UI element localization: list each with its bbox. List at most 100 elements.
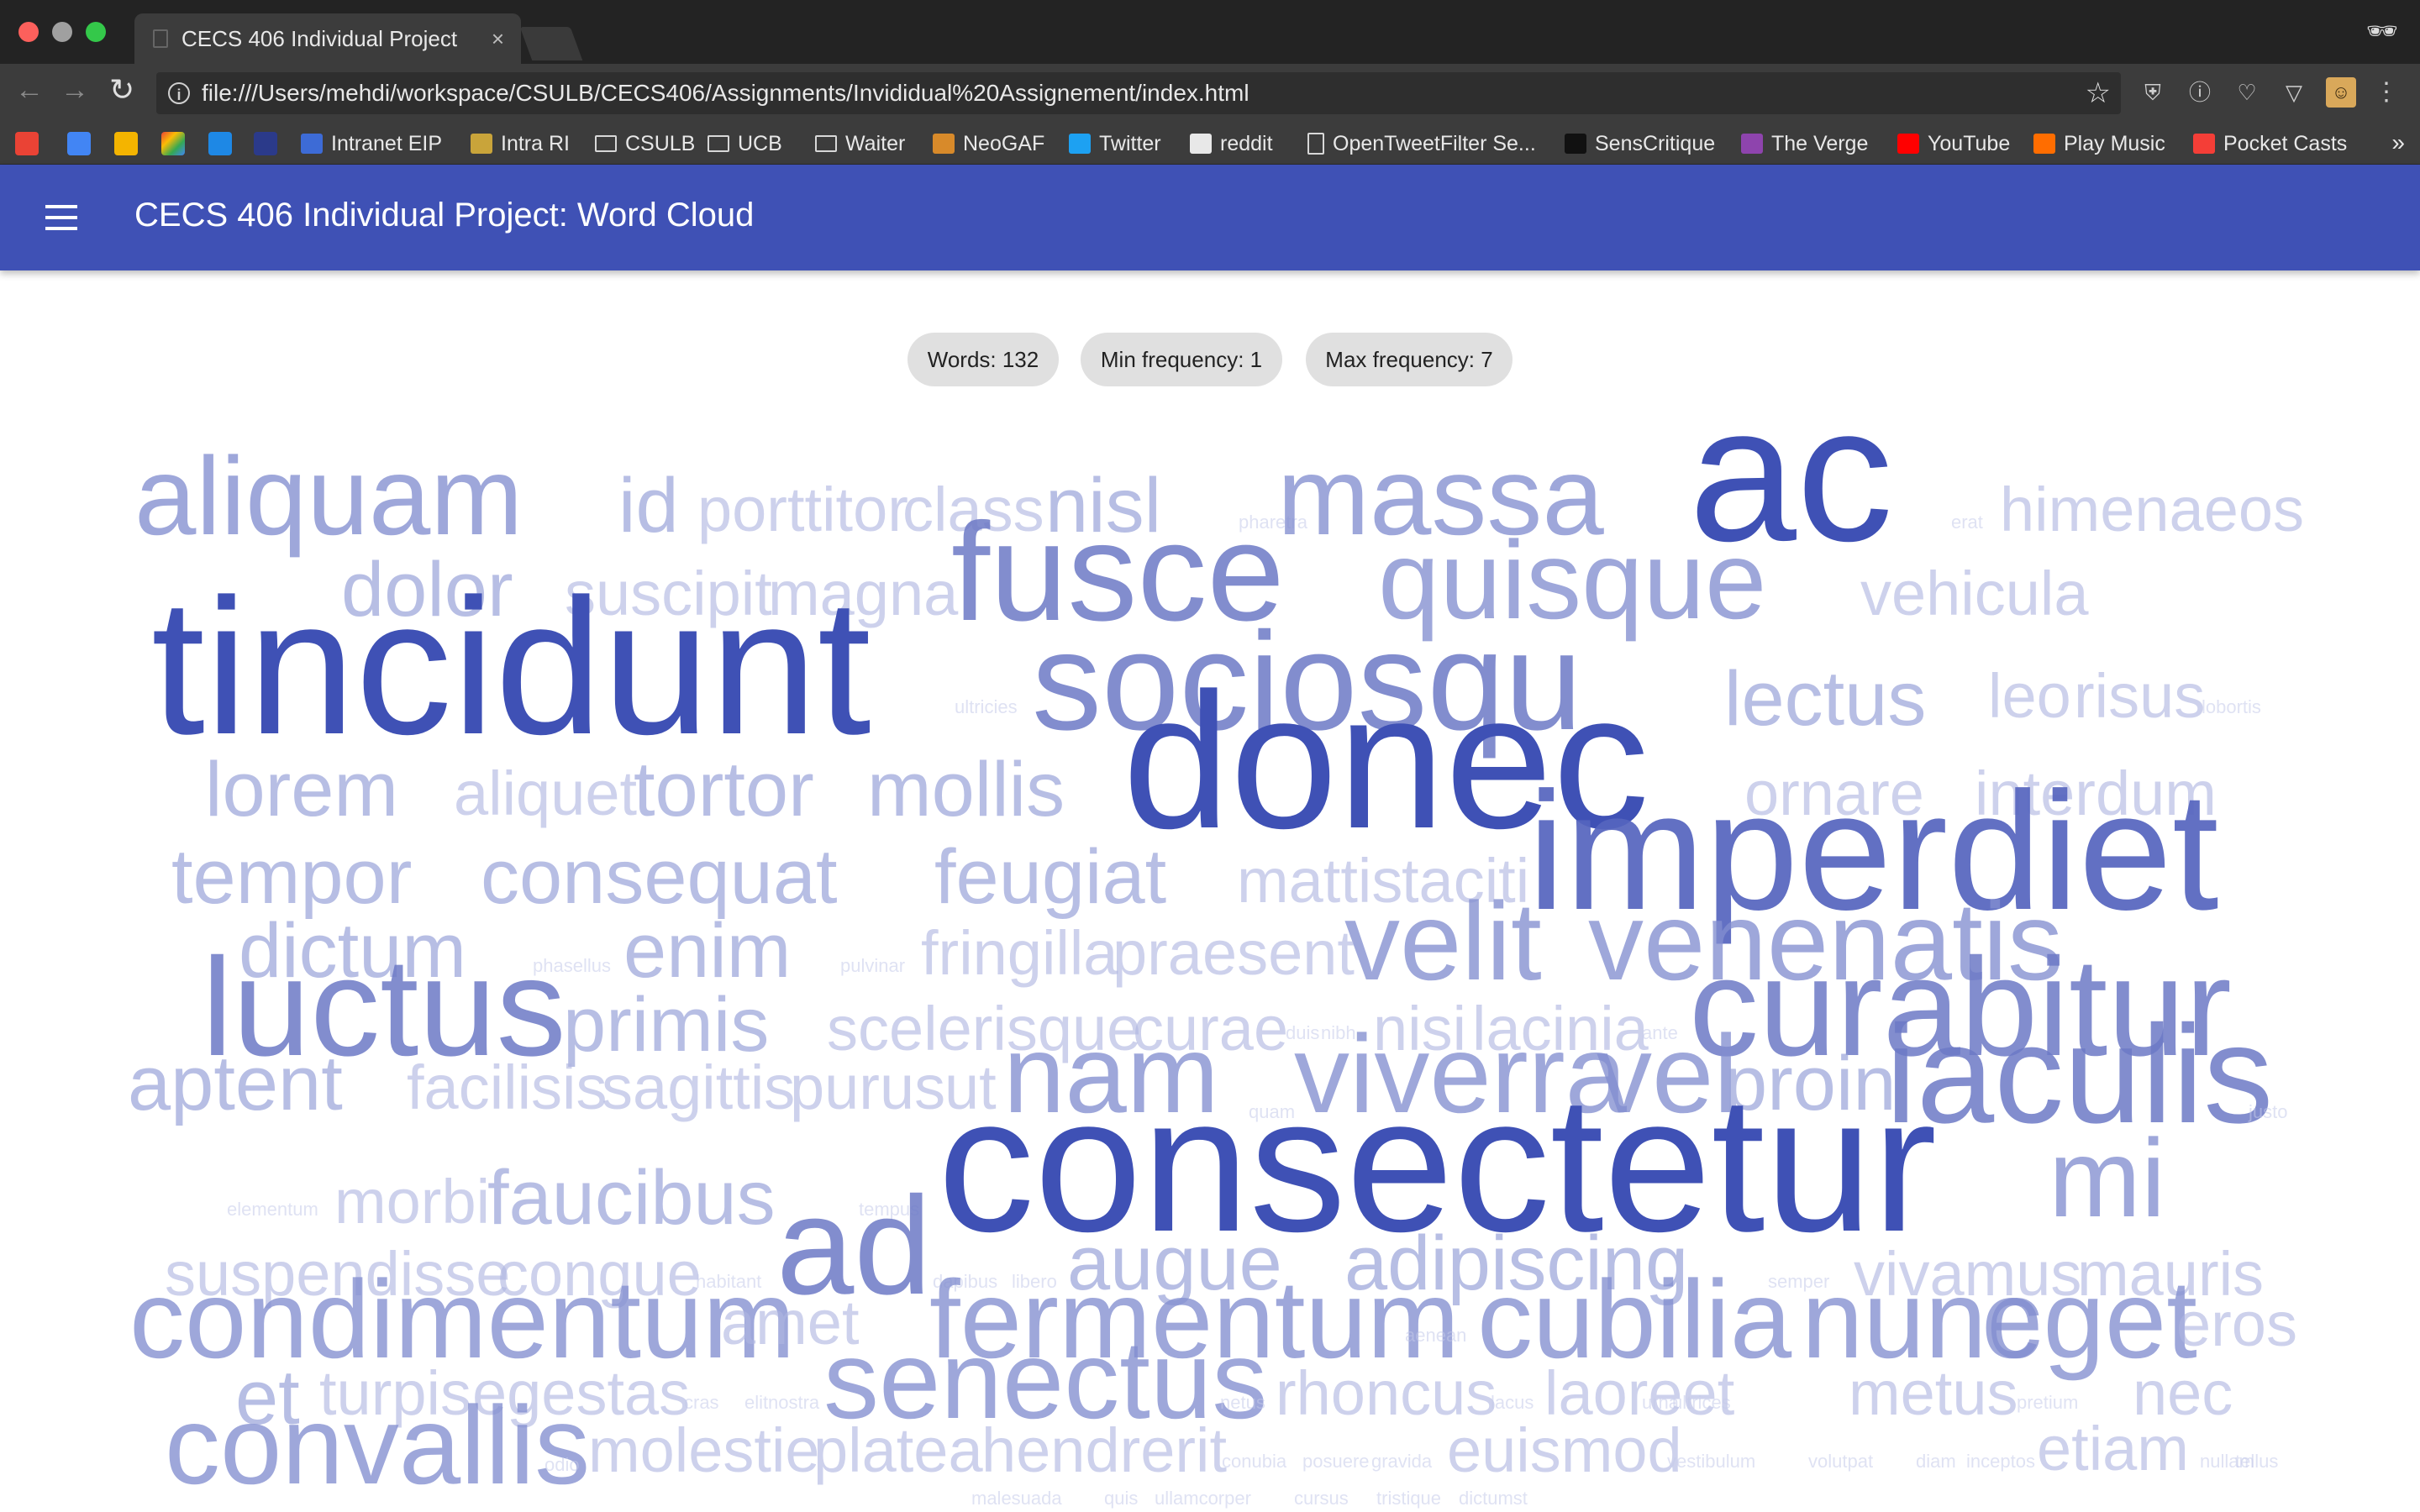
calendar-icon[interactable] [67, 132, 91, 155]
cloud-word: luctus [202, 929, 566, 1085]
cloud-word: ac [1689, 365, 1893, 581]
bookmark-label: Intra RI [501, 131, 570, 155]
cloud-word: vivamus [1854, 1239, 2082, 1310]
bookmarks-bar: » Intranet EIP Intra RI CSULB UCB Waiter NeoG… [0, 123, 2420, 165]
cloud-word: urna [1642, 1391, 1680, 1413]
cloud-word: dapibus [933, 1270, 998, 1292]
reload-button[interactable]: ↻ [109, 72, 135, 107]
cloud-word: etiam [2037, 1414, 2189, 1484]
bookmark-item[interactable]: Pocket Casts [2193, 130, 2347, 157]
url-text[interactable]: file:///Users/mehdi/workspace/CSULB/CECS… [202, 80, 1249, 106]
folder-icon [595, 135, 617, 152]
bookmark-favicon-icon [1565, 134, 1586, 154]
cloud-word: facilisis [407, 1053, 608, 1123]
cloud-word: nullam [2200, 1450, 2254, 1472]
bookmark-item[interactable]: YouTube [1897, 130, 2010, 157]
window-close-button[interactable] [18, 22, 39, 42]
cloud-word: adipiscing [1344, 1221, 1689, 1307]
tab-close-icon[interactable]: × [491, 25, 504, 51]
folder-icon [815, 135, 837, 152]
cloud-word: curae [1133, 994, 1289, 1064]
cloud-word: tellus [2235, 1450, 2279, 1472]
bookmark-item[interactable]: UCB [708, 130, 782, 157]
cloud-word: hendrerit [981, 1415, 1228, 1486]
page-icon [1307, 133, 1324, 155]
cloud-word: scelerisque [827, 994, 1142, 1064]
cloud-word: porttitor [697, 475, 908, 545]
bookmark-item[interactable]: NeoGAF [933, 130, 1044, 157]
info-icon[interactable]: i [168, 82, 190, 104]
bookmark-e-icon[interactable] [254, 132, 277, 155]
window-maximize-button[interactable] [86, 22, 106, 42]
extension-face-icon[interactable]: ☺ [2326, 77, 2356, 108]
cloud-word: mollis [867, 747, 1065, 833]
bookmark-item[interactable]: Waiter [815, 130, 905, 157]
cloud-word: donec [1123, 652, 1649, 869]
cloud-word: ante [1642, 1021, 1678, 1043]
bookmark-item[interactable]: OpenTweetFilter Se... [1307, 130, 1536, 157]
incognito-icon: 🕶 [2365, 18, 2398, 45]
cloud-word: nam [1003, 1012, 1219, 1137]
bookmark-item[interactable]: reddit [1190, 130, 1273, 157]
cloud-word: dictumst [1459, 1487, 1528, 1509]
vue-extension-icon[interactable]: ▽ [2286, 80, 2302, 105]
back-button[interactable]: ← [15, 74, 44, 106]
cloud-word: tortor [634, 747, 814, 833]
cloud-word: condimentum [129, 1257, 796, 1382]
cloud-word: ut [944, 1053, 997, 1123]
bookmark-label: Intranet EIP [331, 131, 443, 155]
inbox-icon[interactable] [208, 132, 232, 155]
bookmark-favicon-icon [1069, 134, 1091, 154]
bookmark-favicon-icon [933, 134, 955, 154]
address-bar[interactable]: i file:///Users/mehdi/workspace/CSULB/CE… [156, 72, 2121, 114]
extension-info-icon[interactable]: ⓘ [2188, 80, 2211, 105]
cloud-word: iaculis [1886, 996, 2274, 1152]
cloud-word: faucibus [487, 1155, 776, 1242]
cloud-word: ullamcorper [1155, 1487, 1251, 1509]
forward-button[interactable]: → [60, 74, 89, 106]
menu-icon[interactable] [45, 205, 77, 230]
bookmark-label: OpenTweetFilter Se... [1333, 131, 1536, 155]
cloud-word: nec [2133, 1358, 2233, 1429]
photos-icon[interactable] [161, 132, 185, 155]
pocket-extension-icon[interactable]: ♡ [2237, 80, 2257, 105]
cloud-word: elit [744, 1391, 769, 1413]
bookmark-label: YouTube [1928, 131, 2011, 155]
cloud-word: eros [2176, 1289, 2297, 1360]
browser-tab[interactable]: CECS 406 Individual Project × [134, 13, 521, 64]
cloud-word: risus [2074, 661, 2206, 732]
bookmarks-more-icon[interactable]: » [2391, 129, 2405, 155]
browser-menu-icon[interactable]: ⋮ [2374, 78, 2399, 106]
browser-toolbar: ← → ↻ i file:///Users/mehdi/workspace/CS… [0, 64, 2420, 123]
cloud-word: inceptos [1966, 1450, 2035, 1472]
bookmark-item[interactable]: SensCritique [1565, 130, 1715, 157]
bookmark-item[interactable]: Intra RI [471, 130, 570, 157]
cloud-word: ultricies [955, 696, 1018, 717]
ublock-extension-icon[interactable]: ⛨ [2144, 80, 2161, 105]
gmail-icon[interactable] [15, 132, 39, 155]
bookmark-label: Twitter [1099, 131, 1161, 155]
bookmark-favicon-icon [471, 134, 492, 154]
folder-icon [708, 135, 729, 152]
cloud-word: amet [721, 1288, 860, 1358]
cloud-word: tempor [171, 834, 413, 921]
cloud-word: aliquam [134, 434, 523, 559]
cloud-word: himenaeos [2000, 475, 2305, 545]
cloud-word: cubilia [1477, 1257, 1792, 1382]
bookmark-star-icon[interactable]: ☆ [2085, 77, 2111, 109]
cloud-word: mattis [1237, 846, 1403, 916]
min-frequency-chip: Min frequency: 1 [1081, 333, 1282, 386]
cloud-word: lectus [1724, 656, 1927, 743]
bookmark-item[interactable]: The Verge [1741, 130, 1868, 157]
words-count-chip: Words: 132 [908, 333, 1059, 386]
cloud-word: quis [1104, 1487, 1139, 1509]
bookmark-item[interactable]: Play Music [2033, 130, 2165, 157]
cloud-word: turpis [319, 1358, 471, 1429]
bookmark-item[interactable]: Twitter [1069, 130, 1161, 157]
bookmark-item[interactable]: Intranet EIP [301, 130, 442, 157]
cloud-word: mi [2049, 1116, 2166, 1241]
window-minimize-button[interactable] [52, 22, 72, 42]
bookmark-item[interactable]: CSULB [595, 130, 695, 157]
bookmark-label: Play Music [2064, 131, 2165, 155]
keep-icon[interactable] [114, 132, 138, 155]
